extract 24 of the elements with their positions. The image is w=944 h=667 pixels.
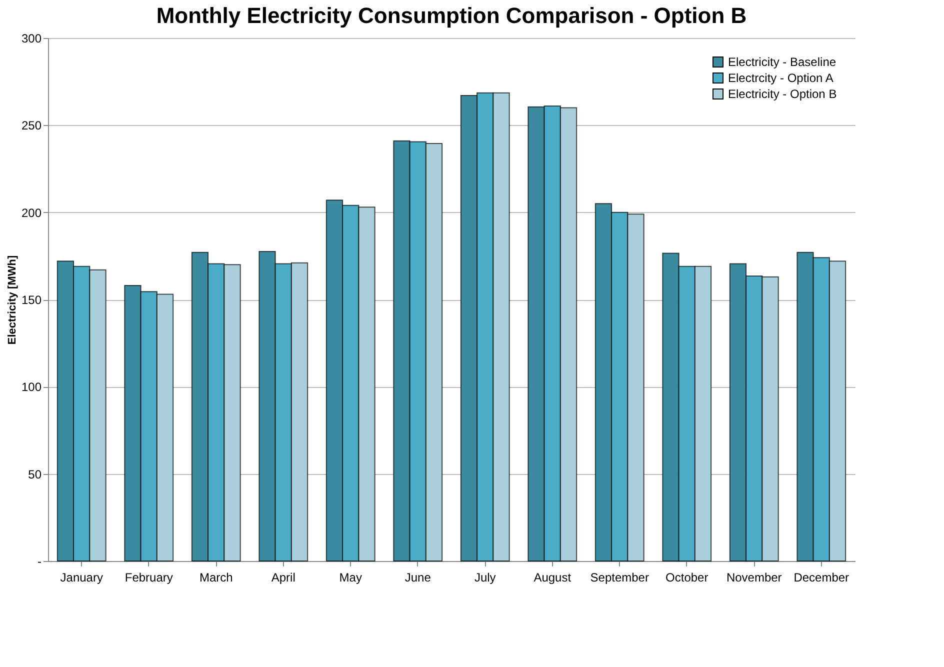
legend-label: Electricity - Baseline bbox=[728, 55, 836, 69]
x-tick-label: December bbox=[794, 570, 850, 584]
y-tick-label: 200 bbox=[21, 206, 42, 220]
x-tick-label: August bbox=[534, 570, 572, 584]
y-tick-label: 100 bbox=[21, 380, 42, 394]
x-tick-label: May bbox=[339, 570, 362, 584]
x-tick-label: October bbox=[666, 570, 708, 584]
x-tick-label: June bbox=[404, 570, 432, 584]
chart-title: Monthly Electricity Consumption Comparison - Option B bbox=[156, 3, 747, 28]
y-tick-label: 50 bbox=[28, 467, 42, 482]
x-tick-label: March bbox=[199, 570, 233, 584]
legend-label: Electricity - Option B bbox=[728, 87, 837, 101]
x-tick-label: January bbox=[60, 570, 103, 584]
y-tick-label: 250 bbox=[21, 118, 42, 133]
x-tick-label: November bbox=[726, 570, 782, 584]
y-tick-label: - bbox=[38, 554, 42, 568]
y-tick-label: 150 bbox=[21, 293, 42, 307]
x-tick-label: April bbox=[271, 570, 296, 584]
legend-label: Electrcity - Option A bbox=[728, 71, 834, 85]
y-axis-title: Electricity [MWh] bbox=[6, 255, 18, 345]
y-tick-label: 300 bbox=[21, 32, 42, 46]
x-tick-label: July bbox=[474, 570, 496, 584]
x-tick-label: September bbox=[590, 570, 649, 584]
x-tick-label: February bbox=[124, 570, 173, 584]
